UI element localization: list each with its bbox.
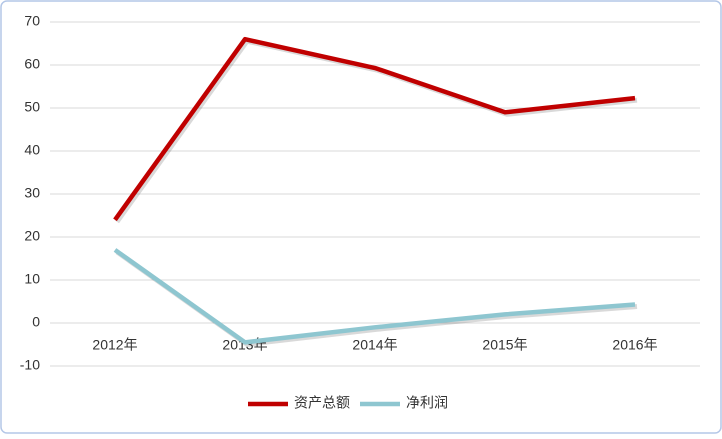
x-tick-label: 2015年 <box>482 337 527 353</box>
series-line <box>113 36 636 222</box>
series-line <box>113 248 636 345</box>
y-tick-label: 50 <box>24 99 40 115</box>
legend-label: 净利润 <box>406 395 448 411</box>
y-tick-label: 60 <box>24 56 40 72</box>
x-tick-label: 2014年 <box>352 337 397 353</box>
y-tick-label: 30 <box>24 185 40 201</box>
y-tick-label: 40 <box>24 142 40 158</box>
y-tick-label: 70 <box>24 13 40 29</box>
x-tick-label: 2016年 <box>612 337 657 353</box>
y-tick-label: 20 <box>24 228 40 244</box>
x-tick-label: 2012年 <box>92 337 137 353</box>
y-tick-label: 0 <box>32 314 40 330</box>
legend-label: 资产总额 <box>294 395 350 411</box>
y-tick-label: -10 <box>20 357 40 373</box>
y-tick-label: 10 <box>24 271 40 287</box>
